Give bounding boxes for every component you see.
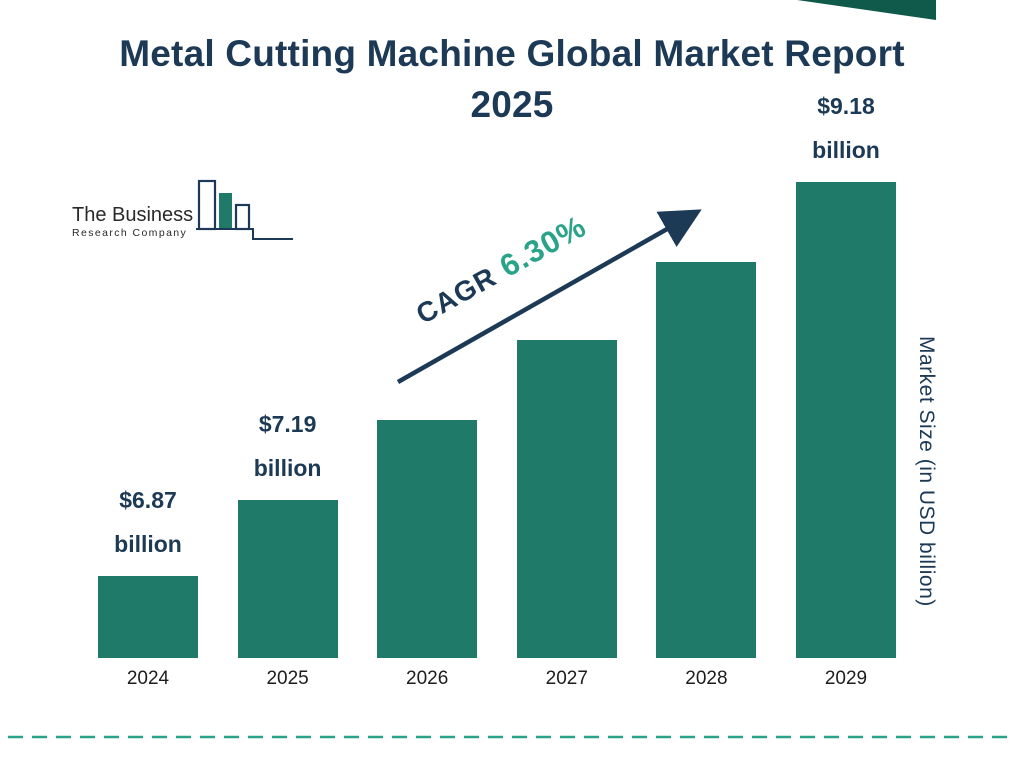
bar-2024 — [98, 576, 198, 658]
value-label-2025: $7.19 billion — [253, 411, 322, 481]
bar-2025 — [237, 500, 338, 658]
category-label-2029: 2029 — [824, 668, 868, 689]
bottom-dashed-divider — [8, 735, 1016, 739]
logo-text: The Business Research Company — [72, 204, 193, 246]
logo-bars-icon — [196, 179, 294, 240]
bar-2027 — [516, 340, 617, 658]
page-title: Metal Cutting Machine Global Market Repo… — [0, 28, 1024, 130]
category-label-2028: 2028 — [685, 668, 728, 689]
logo-subname: Research Company — [72, 227, 188, 239]
corner-accent-shape — [797, 0, 936, 20]
bar-2028 — [656, 262, 757, 658]
page-title-line-2: 2025 — [470, 84, 554, 125]
page-title-line-1: Metal Cutting Machine Global Market Repo… — [119, 33, 905, 74]
value-label-2024: $6.87 billion — [114, 487, 182, 557]
bar-2026 — [377, 420, 478, 658]
y-axis-label: Market Size (in USD billion) — [915, 336, 938, 607]
value-label-2029: $9.18 billion — [812, 93, 880, 163]
category-label-2024: 2024 — [126, 668, 170, 689]
company-logo: The Business Research Company — [72, 178, 296, 246]
category-label-2026: 2026 — [406, 668, 449, 689]
category-label-2025: 2025 — [266, 668, 309, 689]
logo-name: The Business — [72, 204, 194, 226]
bar-2029 — [796, 182, 896, 658]
category-label-2027: 2027 — [545, 668, 588, 689]
